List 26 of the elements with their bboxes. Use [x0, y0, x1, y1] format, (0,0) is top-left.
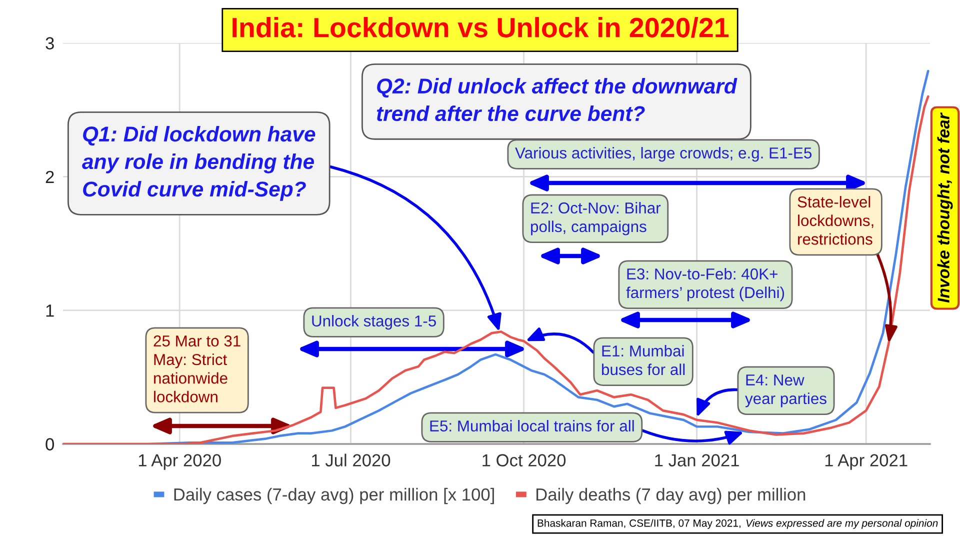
annotation: Q2: Did unlock affect the downward trend after the curve bent? — [376, 78, 738, 122]
x-tick-label: 1 Apr 2020 — [138, 454, 221, 470]
annotation: E3: Nov-to-Feb: 40K+ farmers’ protest (Delhi) — [626, 268, 784, 302]
x-tick-label: 1 Oct 2020 — [482, 454, 566, 466]
y-tick-label: 0 — [46, 438, 54, 450]
annotation: Q1: Did lockdown have any role in bending the Covid curve mid-Sep? — [82, 126, 316, 201]
annotation: State-level lockdowns, restrictions — [798, 196, 874, 245]
annotation: E5: Mumbai local trains for all — [430, 420, 634, 432]
chart-title: India: Lockdown vs Unlock in 2020/21 — [232, 17, 729, 38]
text: Invoke thought, not fear — [937, 112, 953, 303]
y-tick-label: 1 — [46, 304, 54, 317]
text: Views expressed are my personal opinion — [746, 519, 938, 529]
annotation: Unlock stages 1-5 — [312, 315, 436, 330]
annotation: E2: Oct-Nov: Bihar polls, campaigns — [531, 202, 661, 236]
x-tick-label: 1 Jul 2020 — [312, 454, 390, 466]
x-tick-label: 1 Apr 2021 — [825, 454, 908, 470]
annotation: E4: New year parties — [745, 374, 826, 408]
text: Bhaskaran Raman, CSE/IITB, 07 May 2021, — [538, 519, 740, 529]
annotation: 25 Mar to 31 May: Strict nationwide lockdown — [154, 335, 240, 402]
legend-label: Daily deaths (7 day avg) per million — [536, 488, 806, 504]
y-tick-label: 3 — [46, 37, 54, 50]
annotation: E1: Mumbai buses for all — [602, 345, 685, 376]
y-tick-label: 2 — [46, 170, 54, 183]
legend-label: Daily cases (7-day avg) per million [x 100] — [174, 488, 494, 504]
x-tick-label: 1 Jan 2021 — [655, 454, 739, 466]
annotation: Various activities, large crowds; e.g. E1-E5 — [515, 147, 812, 162]
